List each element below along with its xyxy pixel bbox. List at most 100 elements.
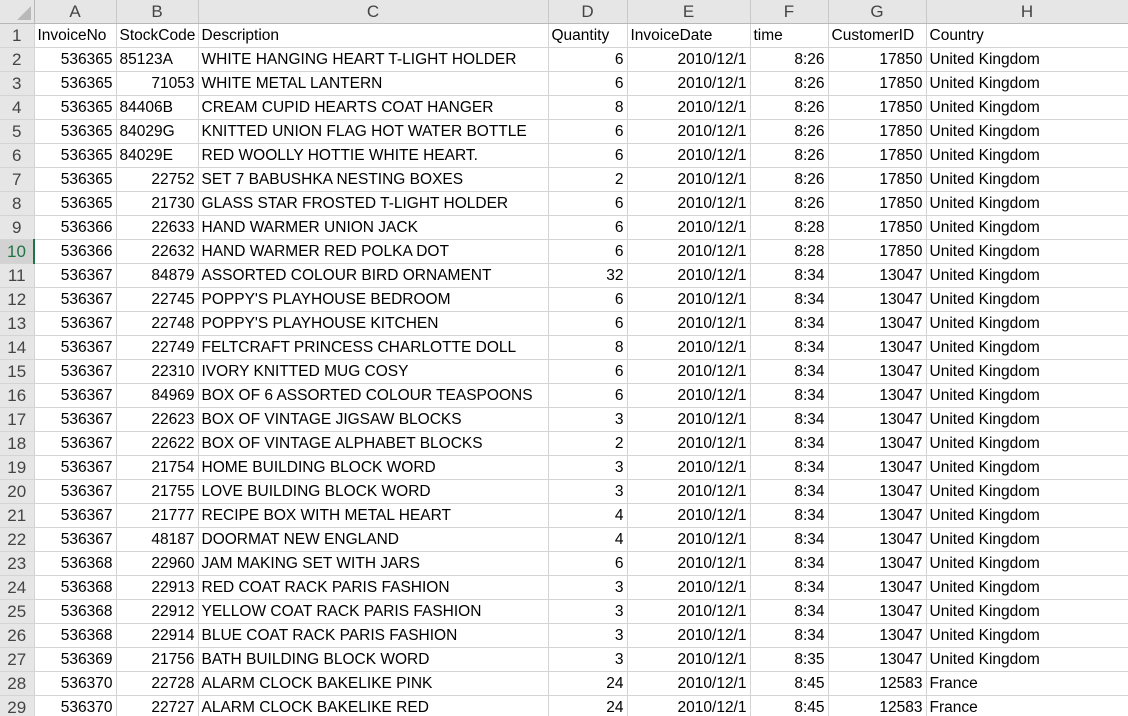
stock-code-cell[interactable]: 22622 xyxy=(116,431,199,456)
description-cell[interactable]: KNITTED UNION FLAG HOT WATER BOTTLE xyxy=(198,119,549,144)
invoice-no-cell[interactable]: 536367 xyxy=(34,263,117,288)
column-header-b[interactable]: B xyxy=(116,0,199,24)
row-header[interactable]: 9 xyxy=(0,215,35,240)
invoice-date-cell[interactable]: 2010/12/1 xyxy=(627,623,751,648)
time-cell[interactable]: 8:34 xyxy=(750,551,829,576)
description-cell[interactable]: RED COAT RACK PARIS FASHION xyxy=(198,575,549,600)
row-header[interactable]: 25 xyxy=(0,599,35,624)
row-header[interactable]: 13 xyxy=(0,311,35,336)
invoice-no-cell[interactable]: 536370 xyxy=(34,671,117,696)
time-cell[interactable]: 8:34 xyxy=(750,359,829,384)
description-cell[interactable]: POPPY'S PLAYHOUSE BEDROOM xyxy=(198,287,549,312)
invoice-no-cell[interactable]: 536365 xyxy=(34,143,117,168)
row-header[interactable]: 18 xyxy=(0,431,35,456)
customer-id-cell[interactable]: 13047 xyxy=(828,647,927,672)
time-cell[interactable]: 8:28 xyxy=(750,239,829,264)
country-cell[interactable]: United Kingdom xyxy=(926,551,1128,576)
column-header-d[interactable]: D xyxy=(548,0,628,24)
time-cell[interactable]: 8:26 xyxy=(750,191,829,216)
country-cell[interactable]: United Kingdom xyxy=(926,383,1128,408)
invoice-date-cell[interactable]: 2010/12/1 xyxy=(627,383,751,408)
description-cell[interactable]: BATH BUILDING BLOCK WORD xyxy=(198,647,549,672)
invoice-date-cell[interactable]: 2010/12/1 xyxy=(627,335,751,360)
quantity-cell[interactable]: 24 xyxy=(548,695,628,716)
quantity-cell[interactable]: 3 xyxy=(548,455,628,480)
customer-id-cell[interactable]: 17850 xyxy=(828,119,927,144)
invoice-date-cell[interactable]: 2010/12/1 xyxy=(627,431,751,456)
invoice-date-cell[interactable]: 2010/12/1 xyxy=(627,455,751,480)
customer-id-cell[interactable]: 13047 xyxy=(828,407,927,432)
row-header[interactable]: 10 xyxy=(0,239,35,264)
time-cell[interactable]: 8:26 xyxy=(750,95,829,120)
description-cell[interactable]: FELTCRAFT PRINCESS CHARLOTTE DOLL xyxy=(198,335,549,360)
country-cell[interactable]: United Kingdom xyxy=(926,623,1128,648)
column-header-h[interactable]: H xyxy=(926,0,1128,24)
column-header-f[interactable]: F xyxy=(750,0,829,24)
stock-code-cell[interactable]: 22632 xyxy=(116,239,199,264)
header-cell-country[interactable]: Country xyxy=(926,23,1128,48)
description-cell[interactable]: BOX OF VINTAGE ALPHABET BLOCKS xyxy=(198,431,549,456)
row-header[interactable]: 12 xyxy=(0,287,35,312)
quantity-cell[interactable]: 8 xyxy=(548,335,628,360)
stock-code-cell[interactable]: 22748 xyxy=(116,311,199,336)
invoice-no-cell[interactable]: 536365 xyxy=(34,191,117,216)
time-cell[interactable]: 8:34 xyxy=(750,335,829,360)
stock-code-cell[interactable]: 21777 xyxy=(116,503,199,528)
row-header[interactable]: 17 xyxy=(0,407,35,432)
country-cell[interactable]: United Kingdom xyxy=(926,335,1128,360)
time-cell[interactable]: 8:34 xyxy=(750,287,829,312)
description-cell[interactable]: ALARM CLOCK BAKELIKE RED xyxy=(198,695,549,716)
header-cell-stockcode[interactable]: StockCode xyxy=(116,23,199,48)
quantity-cell[interactable]: 6 xyxy=(548,71,628,96)
invoice-no-cell[interactable]: 536367 xyxy=(34,455,117,480)
time-cell[interactable]: 8:34 xyxy=(750,503,829,528)
row-header[interactable]: 2 xyxy=(0,47,35,72)
quantity-cell[interactable]: 6 xyxy=(548,215,628,240)
country-cell[interactable]: United Kingdom xyxy=(926,407,1128,432)
invoice-date-cell[interactable]: 2010/12/1 xyxy=(627,407,751,432)
time-cell[interactable]: 8:26 xyxy=(750,71,829,96)
time-cell[interactable]: 8:35 xyxy=(750,647,829,672)
quantity-cell[interactable]: 3 xyxy=(548,647,628,672)
stock-code-cell[interactable]: 84879 xyxy=(116,263,199,288)
invoice-date-cell[interactable]: 2010/12/1 xyxy=(627,551,751,576)
description-cell[interactable]: SET 7 BABUSHKA NESTING BOXES xyxy=(198,167,549,192)
invoice-no-cell[interactable]: 536368 xyxy=(34,551,117,576)
row-header[interactable]: 15 xyxy=(0,359,35,384)
invoice-date-cell[interactable]: 2010/12/1 xyxy=(627,167,751,192)
customer-id-cell[interactable]: 17850 xyxy=(828,215,927,240)
invoice-date-cell[interactable]: 2010/12/1 xyxy=(627,71,751,96)
invoice-no-cell[interactable]: 536365 xyxy=(34,167,117,192)
quantity-cell[interactable]: 2 xyxy=(548,167,628,192)
row-header[interactable]: 27 xyxy=(0,647,35,672)
row-header[interactable]: 20 xyxy=(0,479,35,504)
stock-code-cell[interactable]: 22913 xyxy=(116,575,199,600)
invoice-no-cell[interactable]: 536365 xyxy=(34,71,117,96)
quantity-cell[interactable]: 8 xyxy=(548,95,628,120)
invoice-no-cell[interactable]: 536367 xyxy=(34,503,117,528)
customer-id-cell[interactable]: 13047 xyxy=(828,503,927,528)
row-header[interactable]: 24 xyxy=(0,575,35,600)
quantity-cell[interactable]: 6 xyxy=(548,287,628,312)
customer-id-cell[interactable]: 13047 xyxy=(828,599,927,624)
time-cell[interactable]: 8:34 xyxy=(750,407,829,432)
row-header[interactable]: 22 xyxy=(0,527,35,552)
stock-code-cell[interactable]: 22727 xyxy=(116,695,199,716)
invoice-date-cell[interactable]: 2010/12/1 xyxy=(627,191,751,216)
row-header[interactable]: 11 xyxy=(0,263,35,288)
invoice-no-cell[interactable]: 536366 xyxy=(34,239,117,264)
time-cell[interactable]: 8:26 xyxy=(750,47,829,72)
description-cell[interactable]: HAND WARMER UNION JACK xyxy=(198,215,549,240)
country-cell[interactable]: France xyxy=(926,671,1128,696)
stock-code-cell[interactable]: 21756 xyxy=(116,647,199,672)
invoice-date-cell[interactable]: 2010/12/1 xyxy=(627,599,751,624)
quantity-cell[interactable]: 2 xyxy=(548,431,628,456)
quantity-cell[interactable]: 3 xyxy=(548,599,628,624)
select-all-corner[interactable] xyxy=(0,0,35,24)
description-cell[interactable]: IVORY KNITTED MUG COSY xyxy=(198,359,549,384)
row-header[interactable]: 5 xyxy=(0,119,35,144)
time-cell[interactable]: 8:45 xyxy=(750,671,829,696)
quantity-cell[interactable]: 32 xyxy=(548,263,628,288)
country-cell[interactable]: United Kingdom xyxy=(926,47,1128,72)
customer-id-cell[interactable]: 13047 xyxy=(828,287,927,312)
